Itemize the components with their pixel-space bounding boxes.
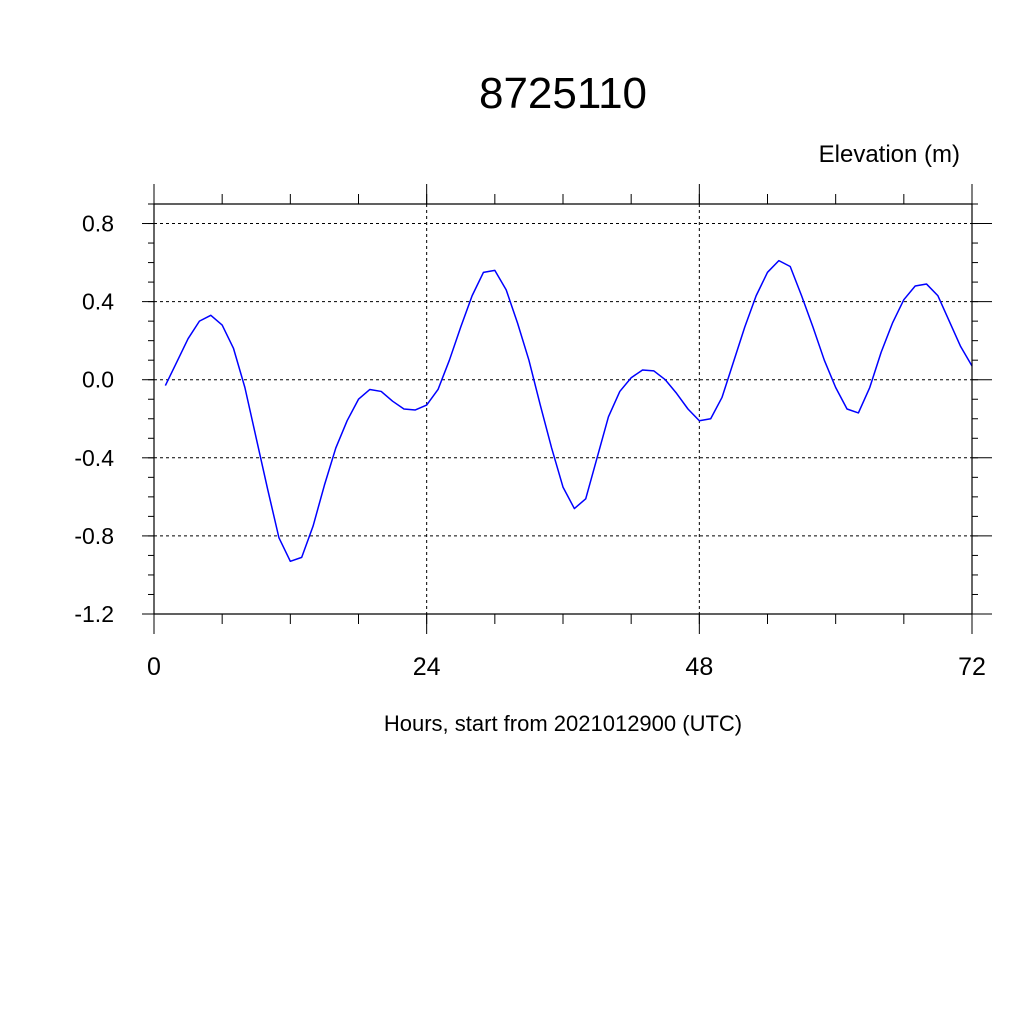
- x-tick-label: 24: [413, 653, 441, 681]
- x-tick-label: 72: [958, 653, 986, 681]
- series-group: [164, 259, 973, 563]
- series-line: [164, 259, 973, 563]
- y-axis-label: Elevation (m): [819, 141, 960, 168]
- y-tick-label: 0.0: [82, 367, 114, 393]
- y-tick-label: -0.4: [74, 445, 114, 471]
- axis-ticks: -1.2 -0.8 -0.4 0.0 0.4 0.8 0 24 48 72: [74, 184, 992, 681]
- y-tick-label: -1.2: [74, 601, 114, 627]
- x-tick-label: 48: [685, 653, 713, 681]
- y-tick-label: 0.4: [82, 289, 114, 315]
- y-tick-label: -0.8: [74, 523, 114, 549]
- y-tick-label: 0.8: [82, 211, 114, 237]
- chart-title: 8725110: [479, 69, 647, 118]
- x-axis-label: Hours, start from 2021012900 (UTC): [384, 711, 742, 736]
- x-tick-label: 0: [147, 653, 161, 681]
